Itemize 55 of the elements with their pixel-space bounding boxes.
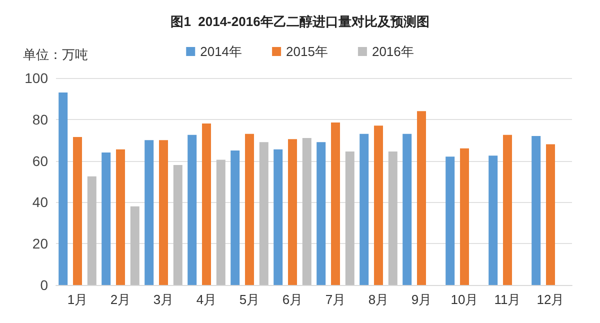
y-tick-label: 0 — [40, 277, 48, 293]
x-tick-label: 8月 — [368, 292, 389, 307]
y-tick-label: 100 — [24, 70, 48, 86]
x-tick-label: 9月 — [411, 292, 432, 307]
bar — [316, 142, 326, 285]
bar — [230, 150, 240, 285]
bar — [130, 206, 140, 285]
x-tick-label: 2月 — [110, 292, 131, 307]
legend-label: 2015年 — [286, 44, 328, 59]
bar — [402, 134, 412, 285]
bar — [388, 151, 398, 285]
x-tick-label: 3月 — [153, 292, 174, 307]
bar — [159, 140, 168, 285]
y-tick-label: 60 — [32, 152, 48, 169]
bar — [345, 151, 354, 285]
bar — [202, 124, 211, 285]
bar — [460, 148, 469, 285]
bar — [331, 122, 340, 285]
x-tick-label: 1月 — [67, 292, 88, 307]
bar — [274, 149, 283, 285]
bar — [360, 134, 369, 285]
bar — [73, 136, 82, 285]
legend-label: 2016年 — [372, 44, 414, 59]
bar — [302, 138, 312, 285]
y-tick-label: 20 — [32, 236, 48, 252]
bar — [102, 152, 111, 285]
bar — [288, 139, 297, 285]
bar — [374, 126, 383, 285]
x-tick-label: 11月 — [494, 292, 521, 307]
bar — [245, 134, 254, 285]
bar — [58, 92, 68, 285]
bar — [188, 134, 197, 285]
bar — [532, 136, 541, 285]
bar — [417, 111, 426, 285]
bar — [503, 134, 512, 285]
x-tick-label: 12月 — [536, 292, 564, 307]
bar — [173, 164, 182, 285]
bar — [488, 156, 498, 285]
x-tick-label: 6月 — [282, 292, 303, 307]
x-tick-label: 4月 — [196, 292, 217, 307]
y-axis-title: 单位：万吨 — [23, 47, 88, 62]
bar — [116, 149, 125, 285]
legend-label: 2014年 — [200, 44, 242, 59]
bar — [216, 160, 226, 285]
bar — [259, 142, 268, 285]
bar — [144, 140, 154, 285]
x-tick-label: 10月 — [450, 292, 478, 307]
y-tick-label: 40 — [32, 194, 48, 210]
bar — [87, 176, 96, 285]
x-tick-label: 7月 — [325, 292, 346, 307]
bar — [546, 144, 555, 285]
x-tick-label: 5月 — [239, 292, 260, 307]
y-tick-label: 80 — [32, 111, 48, 128]
bar — [446, 156, 455, 285]
chart-title: 图1 2014-2016年乙二醇进口量对比及预测图 — [170, 14, 430, 29]
